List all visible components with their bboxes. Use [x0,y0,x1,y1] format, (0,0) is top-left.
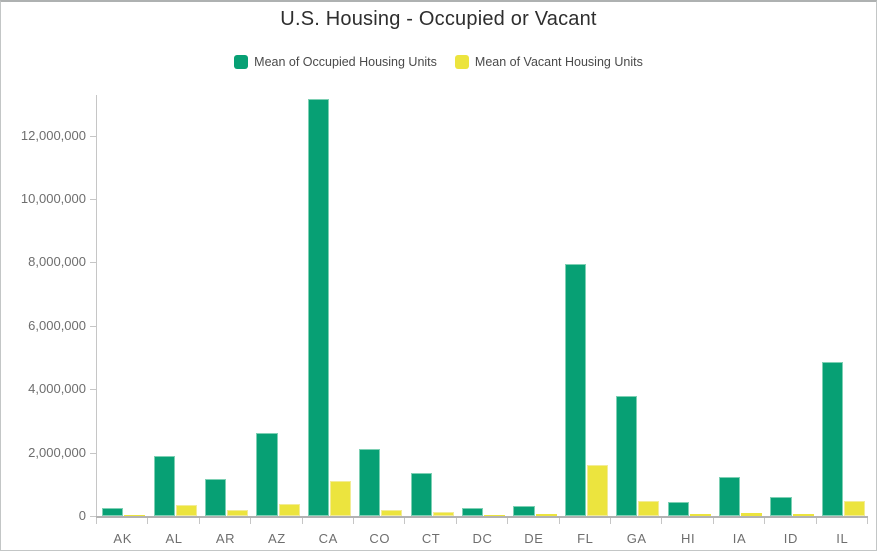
x-axis-tick [610,517,611,524]
x-axis-tick [301,517,303,524]
y-axis-label: 6,000,000 [28,317,86,333]
bar-occupied-ct[interactable] [410,473,432,516]
bar-vacant-de[interactable] [535,514,557,516]
bar-vacant-il[interactable] [843,501,866,516]
x-axis-tick [764,517,766,524]
x-axis-label-ga: GA [626,531,647,546]
bar-occupied-de[interactable] [513,506,535,516]
bar-vacant-co[interactable] [381,510,403,516]
x-axis-tick [455,517,457,524]
y-axis-tick [90,516,96,517]
y-axis-tick [90,452,96,454]
x-axis-label-az: AZ [267,531,286,546]
y-axis-tick [90,199,96,200]
bar-vacant-al[interactable] [175,505,197,516]
x-axis-label-ia: IA [732,531,747,546]
legend-label-occupied: Mean of Occupied Housing Units [254,55,437,69]
y-axis-tick [90,262,96,264]
x-axis-label-fl: FL [577,531,594,546]
bar-occupied-ca[interactable] [307,99,329,516]
bar-vacant-hi[interactable] [689,514,711,516]
bar-vacant-ar[interactable] [227,510,249,516]
bar-occupied-ar[interactable] [205,479,227,516]
vacant-series-swatch-icon [454,55,469,69]
x-axis-tick [507,517,509,524]
x-axis-tick [712,517,714,524]
bar-occupied-il[interactable] [821,362,843,516]
bar-vacant-az[interactable] [278,504,300,516]
x-axis-tick [404,517,406,524]
bar-occupied-dc[interactable] [462,508,484,516]
legend-label-vacant: Mean of Vacant Housing Units [474,55,643,69]
bar-vacant-fl[interactable] [586,465,609,516]
x-axis-label-il: IL [836,531,849,546]
x-axis-tick [96,517,97,524]
bar-occupied-al[interactable] [153,456,175,516]
x-axis-tick [198,517,200,524]
bar-vacant-ga[interactable] [638,501,660,516]
y-axis-label: 10,000,000 [20,191,86,206]
x-axis-label-hi: HI [680,531,696,546]
x-axis-label-ca: CA [318,531,338,546]
x-axis-tick [558,517,560,524]
bar-occupied-hi[interactable] [667,502,689,516]
y-axis-label: 4,000,000 [28,381,86,397]
x-axis-label-ak: AK [113,531,132,546]
y-axis-line [96,95,97,517]
bar-occupied-id[interactable] [770,497,792,516]
bar-occupied-fl[interactable] [564,264,586,516]
x-axis-tick [147,517,149,524]
bar-vacant-ia[interactable] [741,513,763,516]
bar-occupied-az[interactable] [256,433,278,516]
y-axis-label: 0 [78,508,86,523]
x-axis-tick [353,517,354,524]
bar-occupied-ga[interactable] [616,396,638,516]
chart-title: U.S. Housing - Occupied or Vacant [280,8,597,30]
bar-vacant-id[interactable] [792,514,814,516]
x-axis-label-co: CO [369,531,391,546]
y-axis-tick [90,135,96,137]
legend-item-occupied[interactable]: Mean of Occupied Housing Units [234,55,437,69]
y-axis-label: 8,000,000 [28,254,86,270]
x-axis-tick [250,517,252,524]
occupied-series-swatch-icon [234,55,249,69]
legend-item-vacant[interactable]: Mean of Vacant Housing Units [454,55,643,69]
y-axis-label: 2,000,000 [28,444,86,460]
x-axis-tick [867,517,868,524]
y-axis-tick [90,389,96,391]
x-axis-tick [661,517,663,524]
x-axis-tick [815,517,817,524]
bar-occupied-co[interactable] [359,449,381,516]
x-axis-label-ct: CT [421,531,441,546]
bar-occupied-ak[interactable] [102,508,124,516]
bar-vacant-ca[interactable] [329,481,352,516]
bar-vacant-dc[interactable] [484,515,506,516]
x-axis-label-al: AL [165,531,183,546]
y-axis-tick [90,325,96,327]
bar-occupied-ia[interactable] [719,477,741,516]
x-axis-line [96,516,868,518]
x-axis-label-ar: AR [215,531,236,546]
bar-vacant-ct[interactable] [432,512,454,516]
x-axis-label-de: DE [524,531,544,546]
legend: Mean of Occupied Housing Units Mean of V… [1,55,876,69]
bar-vacant-ak[interactable] [124,515,146,516]
x-axis-label-dc: DC [472,531,493,546]
x-axis-label-id: ID [783,531,798,546]
y-axis-label: 12,000,000 [20,127,86,143]
